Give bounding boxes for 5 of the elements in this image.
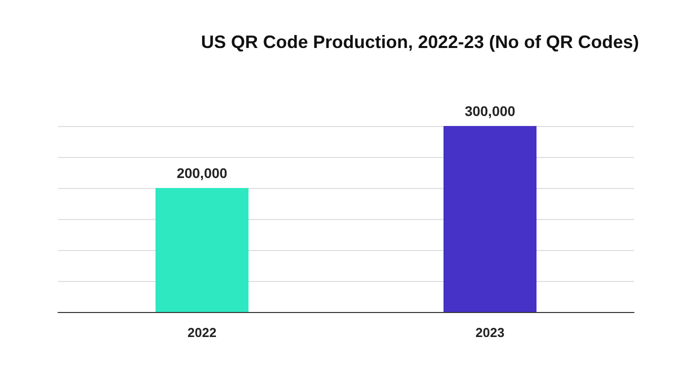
x-tick-label: 2023 xyxy=(476,325,504,340)
chart-title: US QR Code Production, 2022-23 (No of QR Codes) xyxy=(201,32,640,52)
data-label: 200,000 xyxy=(176,165,228,181)
data-label: 300,000 xyxy=(464,103,516,119)
x-tick-label: 2022 xyxy=(188,325,216,340)
